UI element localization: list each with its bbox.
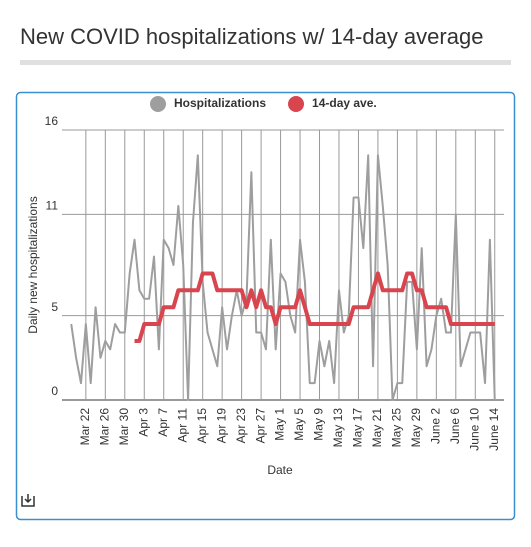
chart-title: New COVID hospitalizations w/ 14-day ave… [20,24,483,49]
x-tick-label: Apr 11 [175,408,189,443]
x-tick-label: June 2 [429,408,443,444]
x-tick-label: Mar 30 [117,408,131,446]
legend-marker [150,96,166,112]
x-tick-label: Apr 15 [195,408,209,444]
x-tick-label: Apr 7 [156,408,170,437]
y-tick-label: 5 [51,300,58,314]
legend-marker [288,96,305,112]
x-tick-label: Apr 23 [234,408,248,444]
x-tick-label: Mar 26 [97,408,111,446]
x-tick-label: Apr 3 [136,408,150,437]
y-axis-label: Daily new hospitalizations [26,196,40,333]
title-underline [20,60,511,65]
x-tick-label: May 17 [351,408,365,448]
x-tick-label: May 21 [370,408,384,448]
x-tick-label: May 25 [390,408,404,448]
x-tick-label: May 1 [273,408,287,441]
x-tick-label: Mar 22 [78,408,92,446]
x-tick-label: May 9 [312,408,326,441]
x-tick-label: Apr 27 [253,408,267,444]
x-tick-label: May 29 [409,408,423,448]
legend-label: Hospitalizations [174,96,266,110]
x-tick-label: June 14 [487,408,501,451]
download-icon[interactable] [21,494,35,507]
y-tick-label: 11 [46,199,59,213]
x-tick-label: May 13 [331,408,345,448]
x-tick-label: June 10 [467,408,481,451]
x-tick-label: May 5 [292,408,306,441]
x-tick-label: June 6 [448,408,462,444]
x-tick-label: Apr 19 [214,408,228,444]
series-line [70,154,496,401]
series-line [134,271,495,343]
y-tick-label: 0 [51,384,58,398]
legend-label: 14-day ave. [312,96,377,110]
x-axis-label: Date [267,463,293,477]
y-tick-label: 16 [45,114,59,128]
